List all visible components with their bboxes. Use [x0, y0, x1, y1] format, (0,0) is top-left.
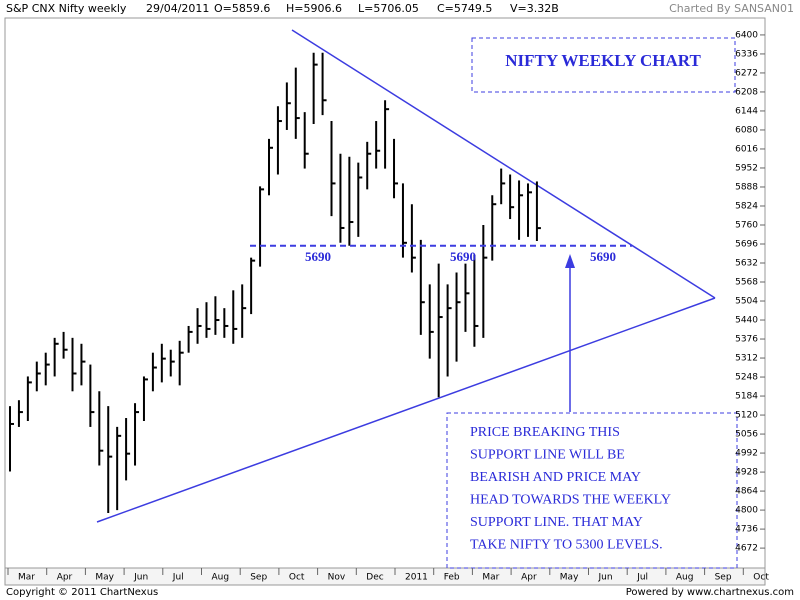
annotation-line: SUPPORT LINE. THAT MAY	[470, 515, 643, 530]
x-tick-label: Sep	[250, 573, 267, 583]
y-tick-label: 5760	[735, 220, 758, 230]
support-label: 5690	[305, 249, 331, 264]
x-tick-label: Apr	[57, 573, 73, 583]
volume: V=3.32B	[510, 2, 559, 15]
y-tick-label: 6144	[735, 106, 758, 116]
y-tick-label: 5504	[735, 297, 758, 307]
y-tick-label: 5312	[735, 354, 758, 364]
close: C=5749.5	[437, 2, 492, 15]
y-tick-label: 4736	[735, 525, 758, 535]
annotation-box	[446, 412, 738, 569]
annotation-line: TAKE NIFTY TO 5300 LEVELS.	[470, 538, 663, 553]
y-tick-label: 4928	[735, 468, 758, 478]
x-tick-label: Oct	[289, 573, 305, 583]
powered-by: Powered by www.chartnexus.com	[626, 587, 794, 598]
y-tick-label: 6336	[735, 49, 758, 59]
annotation-line: HEAD TOWARDS THE WEEKLY	[470, 493, 671, 508]
x-tick-label: Feb	[444, 573, 460, 583]
x-tick-label: May	[95, 573, 114, 583]
x-tick-label: Nov	[328, 573, 346, 583]
resistance-trendline	[291, 29, 716, 299]
y-tick-label: 6208	[735, 87, 758, 97]
y-tick-label: 4672	[735, 544, 758, 554]
y-tick-label: 4992	[735, 449, 758, 459]
x-tick-label: Oct	[753, 573, 769, 583]
y-tick-label: 5696	[735, 239, 758, 249]
symbol: S&P CNX Nifty weekly	[6, 2, 127, 15]
y-tick-label: 5568	[735, 278, 758, 288]
x-axis-strip	[4, 567, 766, 586]
annotation-line: BEARISH AND PRICE MAY	[470, 470, 641, 485]
y-tick-label: 5120	[735, 411, 758, 421]
x-tick-label: Aug	[676, 573, 694, 583]
y-tick-label: 5824	[735, 201, 758, 211]
x-tick-label: Dec	[366, 573, 383, 583]
y-tick-label: 5440	[735, 316, 758, 326]
y-tick-label: 4800	[735, 506, 758, 516]
x-tick-label: Jul	[636, 573, 648, 583]
y-tick-label: 5888	[735, 182, 758, 192]
y-tick-label: 5248	[735, 373, 758, 383]
y-tick-label: 5056	[735, 430, 758, 440]
chart-title: NIFTY WEEKLY CHART	[505, 51, 701, 70]
y-tick-label: 5952	[735, 163, 758, 173]
y-tick-label: 5376	[735, 335, 758, 345]
y-tick-label: 6080	[735, 125, 758, 135]
annotation-line: SUPPORT LINE WILL BE	[470, 448, 625, 463]
x-tick-label: Jun	[133, 573, 148, 583]
low: L=5706.05	[358, 2, 419, 15]
y-tick-label: 5184	[735, 392, 758, 402]
y-tick-label: 4864	[735, 487, 758, 497]
support-label: 5690	[450, 249, 476, 264]
open: O=5859.6	[214, 2, 270, 15]
y-tick-label: 6400	[735, 30, 758, 40]
copyright: Copyright © 2011 ChartNexus	[6, 587, 158, 598]
x-tick-label: May	[560, 573, 579, 583]
x-tick-label: 2011	[405, 573, 428, 583]
support-trendline	[96, 297, 716, 523]
support-label: 5690	[590, 249, 616, 264]
x-tick-label: Jul	[172, 573, 184, 583]
x-tick-label: Mar	[482, 573, 499, 583]
x-tick-label: Sep	[715, 573, 732, 583]
y-tick-label: 5632	[735, 259, 758, 269]
date: 29/04/2011	[146, 2, 209, 15]
high: H=5906.6	[286, 2, 342, 15]
x-tick-label: Jun	[598, 573, 613, 583]
x-tick-label: Aug	[212, 573, 230, 583]
annotation-line: PRICE BREAKING THIS	[470, 425, 620, 440]
title-box	[471, 37, 736, 93]
x-tick-label: Mar	[18, 573, 35, 583]
y-tick-label: 6272	[735, 68, 758, 78]
y-tick-label: 6016	[735, 144, 758, 154]
credit: Charted By SANSAN01	[669, 2, 794, 15]
arrow-head	[565, 254, 575, 268]
x-tick-label: Apr	[521, 573, 537, 583]
